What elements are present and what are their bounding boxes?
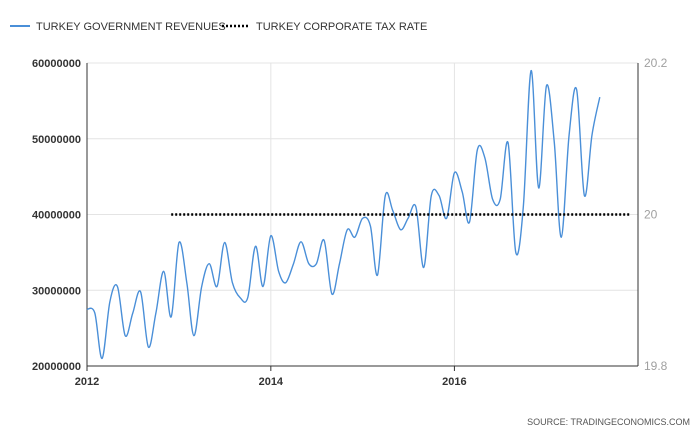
y-right-tick-label: 19.8 [644, 359, 668, 373]
y-left-tick-label: 30000000 [32, 285, 81, 297]
source-label: SOURCE: TRADINGECONOMICS.COM [527, 417, 690, 427]
series-group [86, 69, 631, 360]
y-left-tick-label: 50000000 [32, 134, 81, 146]
axes [86, 63, 639, 371]
legend-tax-label: TURKEY CORPORATE TAX RATE [256, 21, 427, 33]
x-axis-ticks: 2012 2014 2016 [75, 376, 467, 388]
x-tick-label: 2014 [259, 376, 284, 388]
y-right-tick-label: 20.2 [644, 56, 668, 70]
left-axis-ticks: 20000000 30000000 40000000 50000000 60000000 [32, 58, 81, 373]
x-tick-label: 2016 [442, 376, 466, 388]
y-right-tick-label: 20 [644, 208, 658, 222]
y-left-tick-label: 40000000 [32, 210, 81, 222]
legend: TURKEY GOVERNMENT REVENUES TURKEY CORPOR… [10, 21, 427, 33]
y-left-tick-label: 60000000 [32, 58, 81, 70]
x-tick-label: 2012 [75, 376, 99, 388]
y-left-tick-label: 20000000 [32, 361, 81, 373]
legend-revenues-label: TURKEY GOVERNMENT REVENUES [36, 21, 226, 33]
series-line-government-revenues [86, 69, 601, 360]
right-axis-ticks: 19.8 20 20.2 [644, 56, 668, 373]
